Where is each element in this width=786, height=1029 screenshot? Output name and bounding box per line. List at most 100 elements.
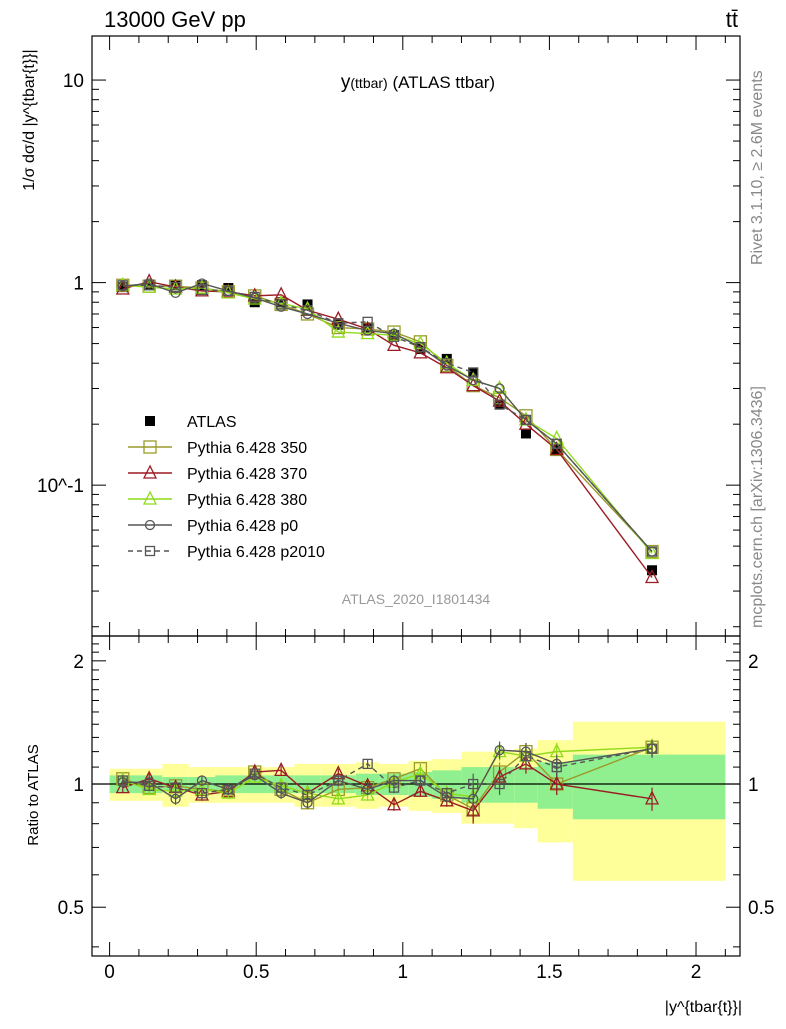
ratio-point (386, 796, 402, 811)
ratio-point (170, 782, 181, 793)
ratio-point (644, 790, 660, 805)
x-tick-label: 0 (104, 962, 115, 983)
band-inner (572, 754, 726, 820)
main-point (644, 545, 660, 560)
legend-label: Pythia 6.428 380 (187, 492, 307, 509)
main-point (223, 283, 234, 294)
legend-label: Pythia 6.428 370 (187, 466, 307, 483)
ratio-point (274, 761, 289, 777)
ratio-point (142, 780, 157, 796)
ratio-y-tick-label-right: 2 (748, 652, 759, 673)
ratio-point (196, 775, 208, 786)
ratio-point (494, 745, 505, 756)
legend-label: Pythia 6.428 p0 (187, 518, 298, 535)
main-point (144, 280, 155, 291)
ratio-point (275, 782, 287, 793)
main-point (275, 299, 287, 310)
ratio-point (333, 775, 344, 786)
main-point (196, 284, 208, 296)
ratio-point (196, 787, 208, 799)
main-point (170, 287, 181, 299)
ratio-point (388, 782, 400, 793)
ratio-point (362, 758, 373, 770)
main-point (144, 279, 155, 290)
main-point (223, 285, 234, 297)
main-point (551, 438, 562, 449)
ratio-point (468, 778, 479, 790)
ratio-point (520, 750, 532, 762)
main-point (494, 399, 505, 410)
y-axis-title-main: 1/σ dσ/d |y^{tbar{t}}| (21, 49, 38, 190)
ratio-point (466, 802, 481, 817)
main-point (117, 280, 128, 291)
main-point (520, 428, 531, 439)
main-point (115, 280, 130, 295)
band-inner (514, 767, 538, 803)
ratio-point (170, 793, 181, 805)
main-point (468, 367, 479, 378)
ratio-point (221, 784, 236, 799)
ratio-y-tick-label: 2 (73, 652, 84, 673)
ratio-point (494, 778, 505, 790)
x-tick-label: 2 (691, 962, 702, 983)
main-point (644, 569, 660, 584)
main-point (196, 278, 208, 289)
ratio-point (549, 775, 564, 790)
ratio-y-tick-label: 1 (73, 775, 84, 796)
ratio-frame (91, 635, 741, 957)
ratio-y-tick-label: 0.5 (58, 898, 84, 919)
ratio-y-tick-label-right: 1 (748, 775, 759, 796)
main-point (170, 280, 181, 291)
x-axis-title: |y^{tbar{t}}| (665, 999, 742, 1016)
ratio-point (362, 784, 373, 795)
legend-label: Pythia 6.428 350 (187, 440, 307, 457)
ratio-point (247, 768, 262, 783)
main-series-5 (117, 280, 658, 557)
legend-marker (144, 545, 156, 557)
ratio-point (360, 786, 375, 801)
main-point (386, 336, 402, 352)
legend-label: Pythia 6.428 p2010 (187, 544, 325, 561)
main-point (468, 374, 479, 386)
main-y-tick-label: 1 (73, 274, 84, 295)
main-title: y(ttbar) (ATLAS ttbar) (341, 72, 495, 93)
main-point (441, 358, 452, 369)
legend-marker (142, 490, 158, 505)
process-label: tt̄ (726, 7, 738, 32)
main-y-tick-label: 10 (63, 71, 84, 92)
main-point (646, 546, 658, 557)
main-point (415, 342, 426, 353)
main-point (362, 316, 373, 328)
ratio-point (117, 775, 128, 786)
main-y-tick-label: 10^-1 (37, 476, 84, 497)
main-point (333, 318, 344, 329)
legend-marker (142, 464, 158, 479)
ratio-series-4 (117, 740, 658, 801)
ratio-point (551, 761, 562, 773)
ratio-point (646, 743, 658, 754)
ratio-point (144, 780, 155, 791)
main-point (170, 281, 181, 293)
y-axis-title-ratio: Ratio to ATLAS (25, 744, 42, 845)
ratio-y-tick-label-right: 0.5 (748, 898, 774, 919)
x-tick-label: 1 (398, 962, 409, 983)
main-point (520, 414, 532, 426)
main-point (249, 291, 260, 303)
ratio-panel: 2 2 1 1 0.5 0.5 (58, 635, 774, 957)
energy-label: 13000 GeV pp (104, 7, 246, 32)
main-point (494, 383, 505, 394)
ratio-point (302, 789, 313, 801)
x-tick-label: 0.5 (243, 962, 269, 983)
ratio-point (441, 787, 452, 799)
legend-label: ATLAS (187, 414, 237, 431)
main-point (388, 331, 400, 342)
side-label-top: Rivet 3.1.10, ≥ 2.6M events (749, 70, 766, 265)
x-tick-label: 1.5 (536, 962, 562, 983)
legend: ATLAS Pythia 6.428 350 Pythia 6.428 370 Pyt… (128, 414, 325, 561)
ratio-point (413, 782, 428, 797)
main-point (360, 325, 375, 340)
main-point (386, 326, 402, 341)
ratio-point (249, 768, 260, 779)
